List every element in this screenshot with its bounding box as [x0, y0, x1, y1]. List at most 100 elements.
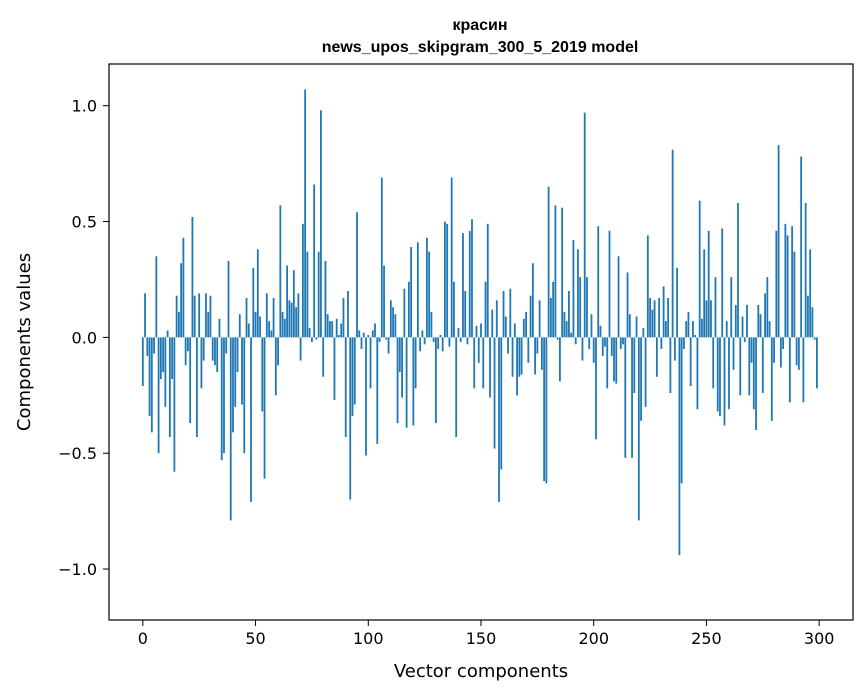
bar-134 [444, 221, 446, 338]
bar-9 [162, 337, 165, 373]
bar-50 [254, 311, 257, 338]
bar-282 [777, 145, 780, 338]
bar-190 [570, 332, 573, 338]
bar-250 [705, 300, 708, 338]
bar-280 [773, 337, 775, 363]
bar-151 [482, 337, 485, 389]
bar-156 [493, 337, 496, 449]
bar-213 [622, 337, 624, 345]
bar-62 [281, 311, 284, 338]
bar-21 [189, 337, 192, 424]
bar-66 [290, 302, 293, 338]
bar-19 [184, 337, 187, 366]
bar-204 [601, 337, 604, 356]
bar-59 [274, 337, 277, 396]
y-tick-label: 0.0 [72, 328, 97, 347]
bar-60 [277, 337, 279, 366]
bar-94 [353, 337, 356, 405]
bar-55 [265, 293, 268, 338]
bar-45 [243, 337, 246, 454]
bar-165 [513, 323, 516, 338]
bar-99 [365, 337, 367, 456]
bar-16 [177, 311, 180, 338]
bar-32 [214, 337, 216, 366]
bar-42 [236, 337, 239, 373]
bar-179 [545, 337, 548, 484]
bar-88 [340, 323, 343, 338]
bar-174 [534, 337, 537, 375]
bar-68 [295, 307, 298, 338]
bar-119 [410, 247, 413, 338]
bar-146 [471, 219, 473, 338]
bar-226 [651, 309, 654, 338]
bar-78 [317, 251, 320, 338]
bar-272 [755, 337, 757, 431]
bar-277 [766, 277, 769, 338]
bar-263 [734, 304, 737, 338]
bar-140 [457, 328, 460, 338]
bar-285 [784, 223, 787, 338]
bar-195 [581, 337, 584, 361]
bar-238 [678, 337, 681, 556]
bar-22 [191, 216, 194, 338]
bar-249 [703, 249, 706, 338]
bar-127 [428, 251, 431, 338]
bar-260 [728, 337, 730, 410]
bar-14 [173, 337, 176, 472]
bar-240 [683, 337, 685, 349]
bar-43 [238, 314, 241, 338]
bar-92 [349, 337, 352, 500]
bar-10 [164, 337, 167, 407]
bar-44 [241, 337, 243, 405]
bar-105 [378, 337, 381, 342]
bar-188 [565, 321, 568, 338]
x-tick-label: 150 [466, 629, 497, 648]
bar-232 [664, 321, 667, 338]
bar-231 [662, 286, 665, 338]
bar-71 [301, 223, 304, 338]
bar-158 [498, 337, 500, 502]
bar-112 [394, 314, 397, 338]
bar-147 [473, 337, 476, 389]
bar-70 [299, 337, 302, 361]
y-tick-label: −1.0 [58, 560, 97, 579]
bar-193 [577, 249, 579, 338]
bar-72 [304, 89, 307, 338]
bar-161 [504, 316, 507, 338]
bar-33 [216, 337, 219, 373]
bar-288 [791, 226, 794, 338]
bar-108 [385, 337, 388, 340]
bar-258 [723, 337, 726, 426]
bar-58 [272, 297, 275, 338]
bar-56 [268, 321, 270, 338]
bar-154 [489, 337, 491, 398]
bar-49 [252, 267, 255, 338]
bar-181 [549, 297, 552, 338]
bar-126 [425, 237, 428, 338]
bar-214 [624, 337, 627, 458]
bar-217 [631, 337, 633, 458]
bar-153 [486, 223, 489, 338]
bar-182 [552, 281, 555, 338]
bar-143 [464, 291, 467, 338]
bar-289 [793, 251, 796, 338]
bar-130 [435, 337, 437, 424]
bar-180 [547, 186, 550, 338]
bar-106 [380, 177, 383, 338]
bar-79 [320, 110, 322, 338]
bar-191 [572, 240, 575, 338]
bar-111 [392, 307, 394, 338]
bar-96 [358, 330, 361, 338]
bar-229 [658, 297, 661, 338]
bar-30 [209, 295, 212, 338]
bar-202 [597, 226, 600, 338]
y-tick-label: 1.0 [72, 97, 97, 116]
bar-297 [811, 307, 814, 338]
bar-281 [775, 230, 778, 338]
bar-91 [347, 291, 349, 338]
x-tick-label: 0 [138, 629, 148, 648]
bar-223 [644, 337, 647, 407]
bar-67 [292, 270, 295, 338]
